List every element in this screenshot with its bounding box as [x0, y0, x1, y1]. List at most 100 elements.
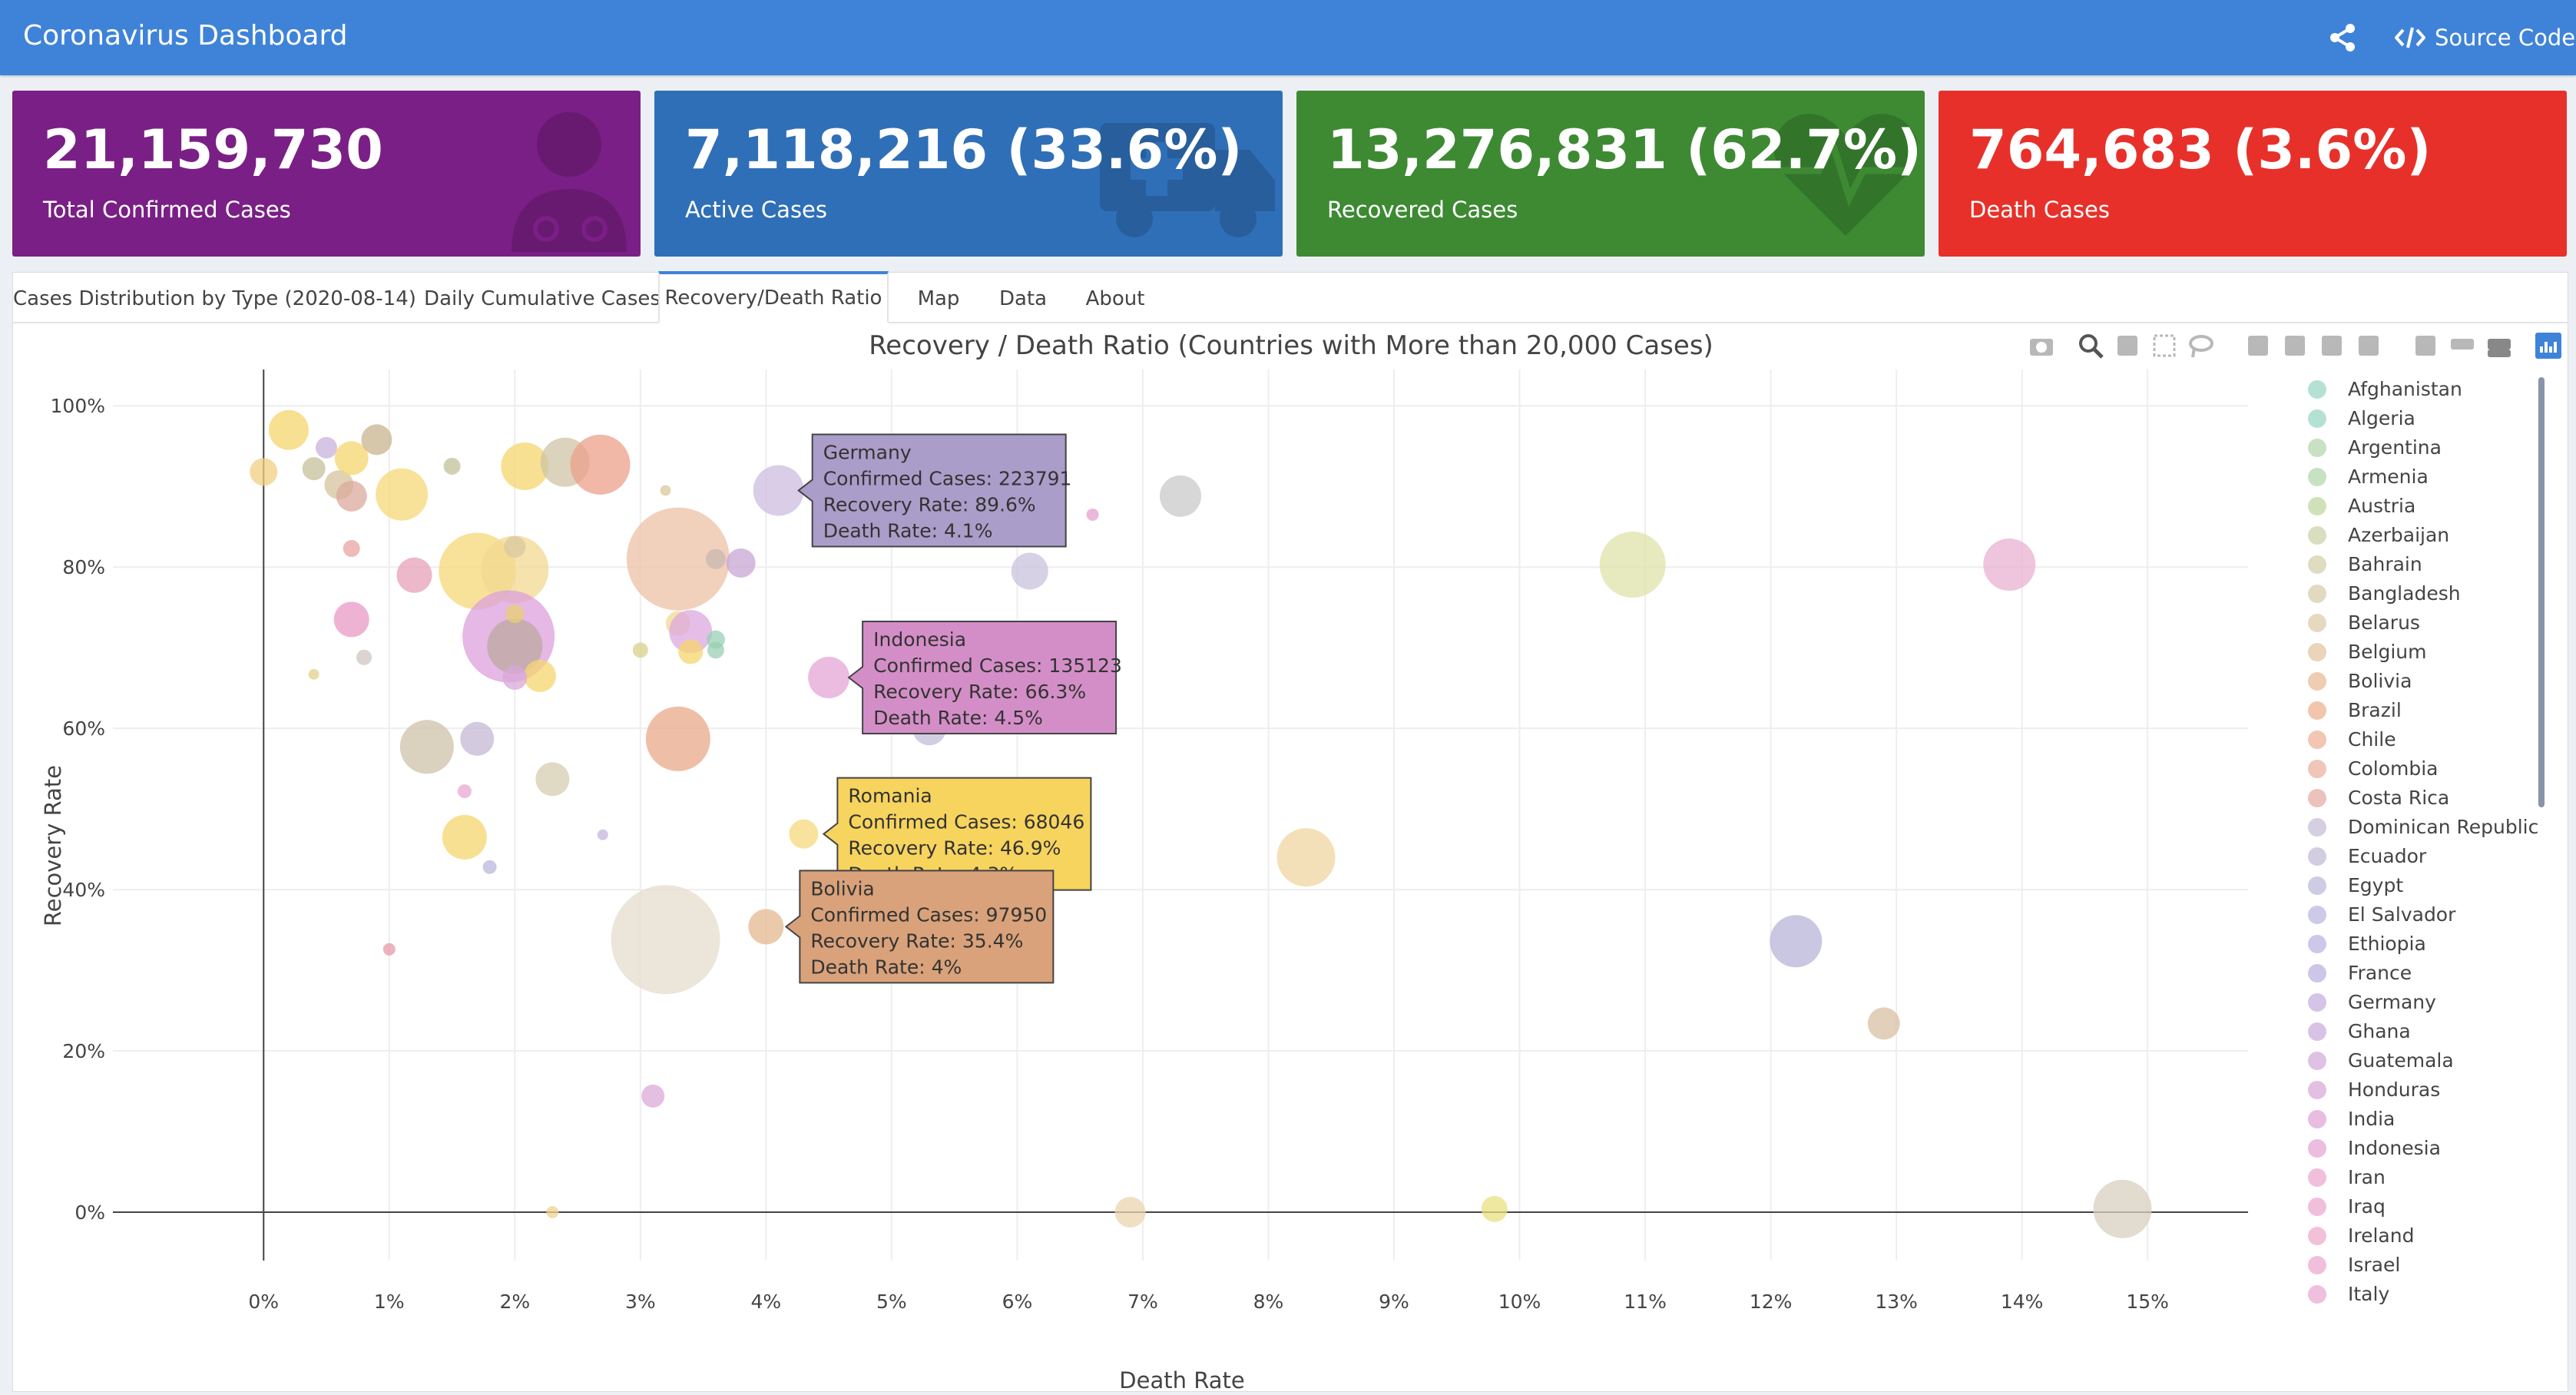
- legend-item[interactable]: Colombia: [2308, 757, 2438, 780]
- bubble-point[interactable]: [343, 540, 360, 558]
- legend-item[interactable]: Brazil: [2308, 699, 2402, 721]
- autoscale-icon[interactable]: [2322, 336, 2342, 356]
- legend-item[interactable]: El Salvador: [2308, 903, 2456, 926]
- bubble-point[interactable]: [1276, 828, 1336, 887]
- legend-item[interactable]: Iran: [2308, 1166, 2386, 1188]
- source-code-link[interactable]: Source Code: [2395, 20, 2575, 55]
- bubble-point[interactable]: [399, 720, 454, 774]
- bubble-point[interactable]: [333, 601, 369, 638]
- legend-item[interactable]: Bahrain: [2308, 553, 2422, 575]
- zoom-in-icon[interactable]: [2248, 336, 2268, 356]
- legend-item[interactable]: Algeria: [2308, 407, 2415, 429]
- bubble-point[interactable]: [336, 480, 367, 512]
- legend-item[interactable]: Azerbaijan: [2308, 524, 2449, 546]
- bubble-point[interactable]: [2093, 1179, 2152, 1238]
- bubble-point[interactable]: [460, 721, 495, 756]
- legend-item[interactable]: Belarus: [2308, 611, 2420, 634]
- bubble-point[interactable]: [482, 860, 497, 874]
- legend-item[interactable]: Egypt: [2308, 874, 2403, 896]
- legend-item[interactable]: Ireland: [2308, 1224, 2414, 1247]
- bubble-point[interactable]: [442, 814, 487, 860]
- legend-item[interactable]: France: [2308, 962, 2412, 984]
- bubble-point[interactable]: [753, 465, 804, 516]
- bubble-point[interactable]: [308, 668, 320, 680]
- reset-axes-icon[interactable]: [2359, 336, 2379, 356]
- bubble-point[interactable]: [546, 1206, 559, 1219]
- bubble-point[interactable]: [1867, 1007, 1900, 1040]
- bubble-point[interactable]: [356, 649, 372, 665]
- bubble-point[interactable]: [316, 436, 337, 459]
- bubble-point[interactable]: [1983, 538, 2036, 591]
- tab-daily-cumulative[interactable]: Daily Cumulative Cases: [424, 287, 661, 310]
- bubble-point[interactable]: [361, 424, 392, 456]
- bubble-point[interactable]: [376, 468, 429, 521]
- legend-item[interactable]: Armenia: [2308, 466, 2429, 488]
- bubble-point[interactable]: [632, 642, 648, 658]
- legend-item[interactable]: Germany: [2308, 991, 2436, 1013]
- hover-closest-icon[interactable]: [2451, 339, 2474, 350]
- legend-item[interactable]: Dominican Republic: [2308, 816, 2538, 838]
- bubble-point[interactable]: [707, 641, 724, 659]
- tab-data[interactable]: Data: [998, 287, 1048, 310]
- bubble-point[interactable]: [669, 610, 713, 654]
- legend-item[interactable]: Bangladesh: [2308, 582, 2461, 605]
- tab-map[interactable]: Map: [917, 287, 960, 310]
- legend-item[interactable]: Honduras: [2308, 1079, 2440, 1101]
- legend-item[interactable]: Costa Rica: [2308, 787, 2449, 809]
- legend-item[interactable]: Argentina: [2308, 436, 2442, 459]
- bubble-point[interactable]: [502, 665, 528, 691]
- bubble-point[interactable]: [487, 618, 543, 674]
- bubble-point[interactable]: [268, 409, 309, 450]
- bubble-point[interactable]: [1086, 508, 1099, 521]
- share-button[interactable]: [2327, 20, 2358, 55]
- bubble-point[interactable]: [808, 657, 850, 699]
- legend-item[interactable]: Austria: [2308, 495, 2415, 517]
- legend-item[interactable]: Israel: [2308, 1254, 2400, 1276]
- bubble-point[interactable]: [726, 548, 756, 578]
- lasso-icon[interactable]: [2189, 335, 2213, 358]
- camera-icon[interactable]: [2030, 339, 2053, 356]
- bubble-point[interactable]: [1011, 552, 1048, 590]
- legend-item[interactable]: Ghana: [2308, 1020, 2411, 1042]
- bubble-point[interactable]: [524, 659, 556, 692]
- bubble-point[interactable]: [535, 762, 570, 797]
- bubble-point[interactable]: [481, 535, 549, 604]
- legend-item[interactable]: Italy: [2308, 1283, 2389, 1305]
- bubble-point[interactable]: [505, 605, 525, 624]
- legend-item[interactable]: Ethiopia: [2308, 933, 2426, 955]
- tab-cases-distribution[interactable]: Cases Distribution by Type (2020-08-14): [13, 287, 416, 310]
- zoom-out-icon[interactable]: [2285, 336, 2305, 356]
- legend-item[interactable]: India: [2308, 1108, 2395, 1130]
- bubble-point[interactable]: [1770, 915, 1823, 968]
- pan-icon[interactable]: [2117, 336, 2137, 356]
- legend-item[interactable]: Bolivia: [2308, 670, 2412, 692]
- bubble-point[interactable]: [705, 548, 726, 569]
- bubble-point[interactable]: [626, 507, 730, 611]
- zoom-icon[interactable]: [2079, 334, 2104, 359]
- legend-item[interactable]: Belgium: [2308, 641, 2427, 663]
- bubble-point[interactable]: [1481, 1195, 1508, 1222]
- bubble-point[interactable]: [789, 819, 819, 849]
- tab-recovery-death-ratio[interactable]: Recovery/Death Ratio: [658, 271, 889, 323]
- bubble-point[interactable]: [611, 885, 720, 995]
- bubble-point[interactable]: [641, 1084, 665, 1108]
- bubble-point[interactable]: [597, 829, 608, 840]
- legend-item[interactable]: Chile: [2308, 728, 2396, 751]
- bubble-point[interactable]: [678, 639, 704, 664]
- legend-item[interactable]: Afghanistan: [2308, 378, 2462, 400]
- tab-about[interactable]: About: [1085, 287, 1145, 310]
- legend-item[interactable]: Iraq: [2308, 1195, 2386, 1218]
- bubble-point[interactable]: [1114, 1197, 1146, 1228]
- chart-points[interactable]: [250, 409, 2152, 1238]
- legend-item[interactable]: Ecuador: [2308, 845, 2427, 867]
- bubble-point[interactable]: [1160, 475, 1201, 517]
- bubble-point[interactable]: [570, 434, 631, 495]
- bubble-point[interactable]: [457, 784, 472, 799]
- bubble-point[interactable]: [250, 458, 278, 486]
- bubble-point[interactable]: [396, 557, 432, 593]
- bubble-point[interactable]: [660, 485, 671, 496]
- bubble-point[interactable]: [334, 441, 369, 475]
- legend-scrollbar[interactable]: [2538, 377, 2545, 807]
- box-select-icon[interactable]: [2153, 334, 2176, 357]
- bubble-point[interactable]: [443, 457, 461, 475]
